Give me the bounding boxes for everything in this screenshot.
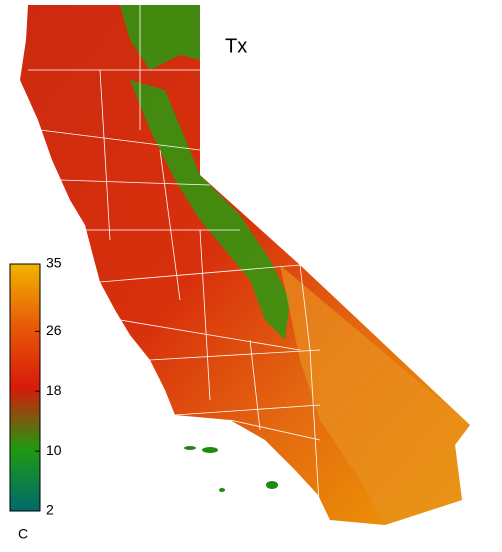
colorbar-tick-label: 18 <box>46 382 62 398</box>
colorbar-tick-label: 35 <box>46 255 62 271</box>
california-map <box>20 5 470 525</box>
colorbar-tick-label: 10 <box>46 442 62 458</box>
sierra-highlands <box>120 5 290 340</box>
county-lines <box>28 5 321 521</box>
colorbar-label: C <box>18 526 28 542</box>
map-title: Tx <box>225 35 247 57</box>
colorbar-tick-label: 2 <box>46 502 54 518</box>
colorbar <box>9 263 41 512</box>
islands <box>184 446 278 492</box>
colorbar-tick-label: 26 <box>46 322 62 338</box>
desert <box>280 265 470 525</box>
